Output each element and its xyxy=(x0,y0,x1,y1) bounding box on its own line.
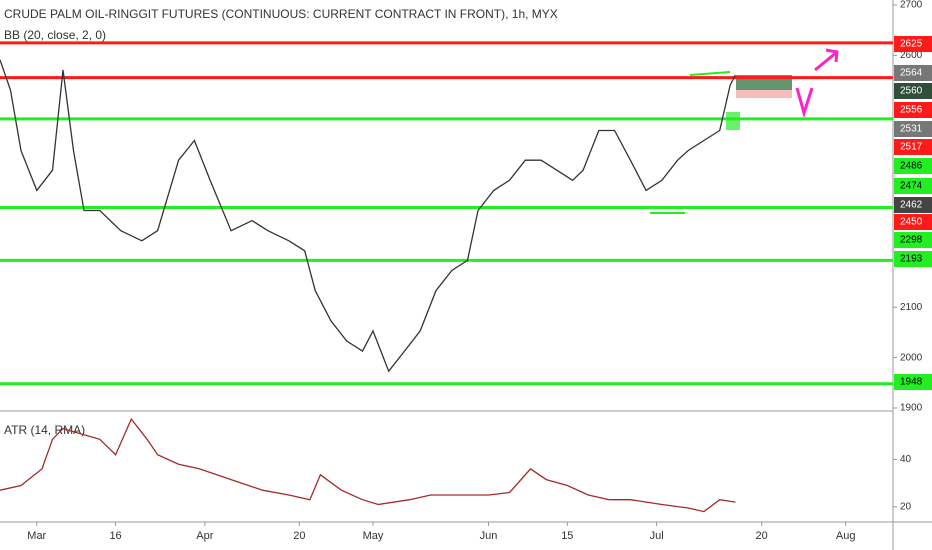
price-badge-label: 2556 xyxy=(900,105,923,116)
price-badge-label: 2560 xyxy=(900,86,923,97)
price-badge-label: 2625 xyxy=(900,39,923,50)
price-badge-label: 2474 xyxy=(900,181,923,192)
price-badge-label: 2564 xyxy=(900,68,923,79)
price-badge-label: 2450 xyxy=(900,217,923,228)
x-tick-label: 15 xyxy=(561,530,573,542)
price-badge-label: 2298 xyxy=(900,235,923,246)
atr-title: ATR (14, RMA) xyxy=(4,423,85,437)
y-tick-label: 2000 xyxy=(900,352,923,363)
x-tick-label: Apr xyxy=(196,530,213,542)
price-badge-label: 2462 xyxy=(900,200,923,211)
price-badge xyxy=(894,178,932,194)
price-badge-label: 1948 xyxy=(900,377,923,388)
price-badge xyxy=(894,102,932,118)
price-badge xyxy=(894,36,932,52)
y-tick-label: 1900 xyxy=(900,403,923,414)
x-tick-label: Aug xyxy=(836,530,856,542)
price-badge xyxy=(894,65,932,81)
price-badge xyxy=(894,374,932,390)
price-badge xyxy=(894,251,932,267)
chart-title: CRUDE PALM OIL-RINGGIT FUTURES (CONTINUO… xyxy=(4,7,558,21)
x-tick-label: Jul xyxy=(650,530,664,542)
price-badge-label: 2531 xyxy=(900,124,923,135)
trendline xyxy=(689,71,731,76)
indicator-label: BB (20, close, 2, 0) xyxy=(4,28,106,42)
price-badge xyxy=(894,197,932,213)
price-badge xyxy=(894,121,932,137)
y-tick-label: 2600 xyxy=(900,50,923,61)
y-tick-label: 40 xyxy=(900,454,912,465)
price-badge-label: 2486 xyxy=(900,161,923,172)
price-badge xyxy=(894,232,932,248)
price-line xyxy=(0,417,736,513)
price-badge xyxy=(894,83,932,99)
x-tick-label: Jun xyxy=(480,530,498,542)
x-tick-label: 16 xyxy=(109,530,121,542)
x-tick-label: Mar xyxy=(27,530,46,542)
arrow-annotation xyxy=(814,48,839,72)
price-badge xyxy=(894,214,932,230)
x-tick-label: 20 xyxy=(293,530,305,542)
y-tick-label: 2100 xyxy=(900,302,923,313)
price-badge-label: 2193 xyxy=(900,254,923,265)
x-tick-label: 20 xyxy=(756,530,768,542)
price-badge xyxy=(894,158,932,174)
y-tick-label: 20 xyxy=(900,501,912,512)
price-badge xyxy=(894,139,932,155)
loss-zone xyxy=(736,90,792,98)
box xyxy=(726,112,740,130)
price-badge-label: 2517 xyxy=(900,142,923,153)
price-line xyxy=(0,59,736,373)
v-annotation xyxy=(795,87,814,119)
x-tick-label: May xyxy=(363,530,384,542)
y-tick-label: 2700 xyxy=(900,0,923,11)
